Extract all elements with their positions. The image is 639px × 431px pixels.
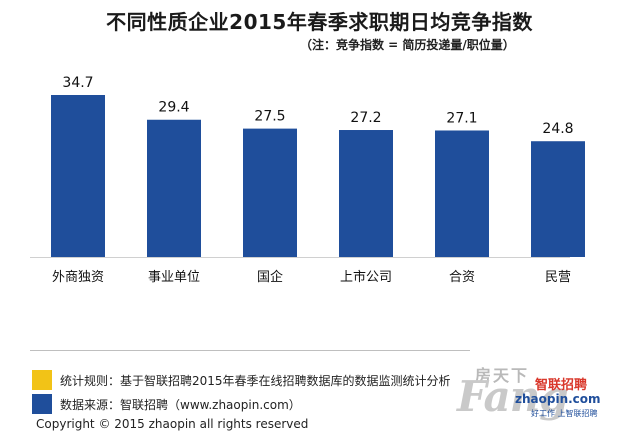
value-label-0: 34.7 — [62, 75, 93, 91]
chart-subtitle: （注：竞争指数 = 简历投递量/职位量） — [300, 38, 515, 52]
bar-5 — [531, 141, 585, 257]
category-label-4: 合资 — [449, 270, 475, 285]
watermark: 房天下 Fang 智联招聘 zhaopin.com 好工作 上智联招聘 — [455, 362, 635, 428]
legend-rule-text: 统计规则：基于智联招聘2015年春季在线招聘数据库的数据监测统计分析 — [60, 373, 451, 388]
category-label-2: 国企 — [257, 269, 283, 285]
copyright-text: Copyright © 2015 zhaopin all rights rese… — [36, 417, 309, 431]
bar-4 — [435, 130, 489, 257]
blue-swatch — [32, 394, 52, 414]
yellow-swatch — [32, 370, 52, 390]
category-label-3: 上市公司 — [340, 269, 392, 285]
bar-2 — [243, 128, 297, 257]
watermark-url: zhaopin.com — [515, 392, 601, 406]
bar-1 — [147, 119, 201, 257]
separator-line — [30, 350, 470, 351]
value-label-3: 27.2 — [350, 110, 381, 126]
bar-0 — [51, 95, 105, 257]
category-label-0: 外商独资 — [52, 270, 104, 285]
chart-title: 不同性质企业2015年春季求职期日均竞争指数 — [106, 10, 533, 34]
category-label-5: 民营 — [545, 270, 571, 285]
value-label-2: 27.5 — [254, 109, 285, 125]
legend-source: 数据来源：智联招聘（www.zhaopin.com） — [32, 394, 301, 414]
value-label-5: 24.8 — [542, 121, 573, 137]
watermark-brand: 智联招聘 — [535, 378, 588, 393]
watermark-fang: Fang — [457, 372, 569, 421]
watermark-tagline: 好工作 上智联招聘 — [531, 409, 598, 418]
watermark-cn: 房天下 — [475, 366, 530, 385]
legend-rule: 统计规则：基于智联招聘2015年春季在线招聘数据库的数据监测统计分析 — [32, 370, 451, 390]
value-label-1: 29.4 — [158, 100, 189, 116]
legend-source-text: 数据来源：智联招聘（www.zhaopin.com） — [60, 397, 301, 412]
value-label-4: 27.1 — [446, 110, 477, 126]
bar-3 — [339, 130, 393, 257]
category-label-1: 事业单位 — [148, 270, 200, 285]
